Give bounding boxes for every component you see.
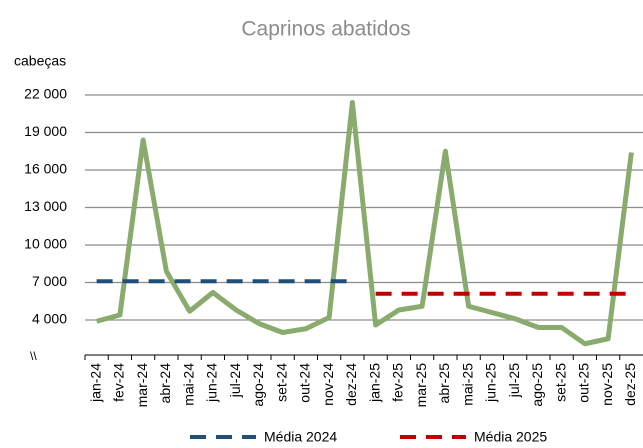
x-tick-label: dez-24	[343, 363, 359, 406]
y-axis-label: cabeças	[14, 53, 66, 69]
y-tick-label: 22 000	[24, 86, 67, 102]
x-tick-label: fev-25	[390, 363, 406, 402]
x-tick-label: nov-25	[599, 363, 615, 406]
y-tick-label: 19 000	[24, 123, 67, 139]
x-tick-label: abr-24	[157, 363, 173, 404]
x-tick-label: set-25	[552, 363, 568, 402]
x-tick-label: mar-24	[134, 363, 150, 408]
y-tick-label: 13 000	[24, 198, 67, 214]
y-tick-label: 4 000	[32, 311, 67, 327]
legend-label: Média 2025	[474, 429, 547, 445]
x-tick-label: mai-25	[459, 363, 475, 406]
x-tick-label: mai-24	[180, 363, 196, 406]
x-tick-label: jul-25	[506, 363, 522, 398]
data-line	[95, 100, 634, 347]
chart-title: Caprinos abatidos	[241, 18, 410, 41]
x-tick-label: jun-25	[483, 363, 499, 403]
x-tick-label: jun-24	[204, 363, 220, 403]
x-tick-label: ago-25	[529, 363, 545, 407]
x-tick-label: abr-25	[436, 363, 452, 404]
x-tick-label: nov-24	[320, 363, 336, 406]
x-tick-label: ago-24	[250, 363, 266, 407]
x-tick-label: jan-25	[366, 363, 382, 403]
x-tick-label: jan-24	[87, 363, 103, 403]
axis-break: \\	[30, 349, 37, 363]
x-tick-label: set-24	[273, 363, 289, 402]
y-tick-label: 7 000	[32, 273, 67, 289]
legend-label: Média 2024	[264, 429, 337, 445]
x-tick-label: out-25	[576, 363, 592, 403]
x-tick-label: out-24	[297, 363, 313, 403]
x-tick-label: jul-24	[227, 363, 243, 398]
x-tick-label: mar-25	[413, 363, 429, 408]
y-tick-label: 10 000	[24, 236, 67, 252]
y-tick-label: 16 000	[24, 161, 67, 177]
x-tick-label: fev-24	[111, 363, 127, 402]
x-tick-label: dez-25	[622, 363, 638, 406]
